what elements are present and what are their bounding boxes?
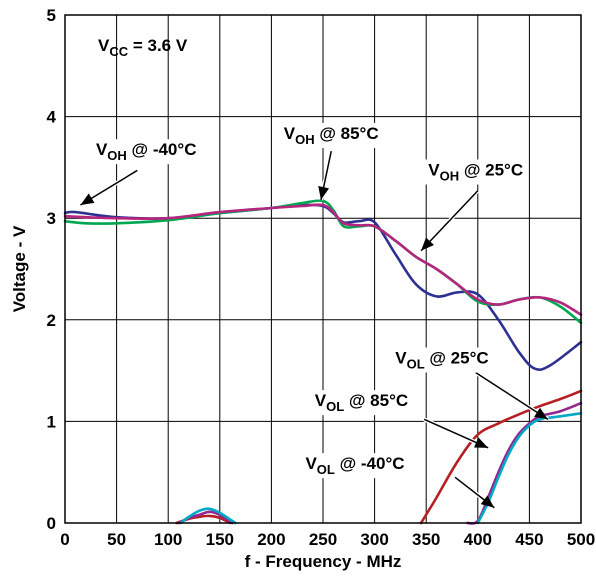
x-tick-label: 450 (515, 530, 543, 549)
annotation-label-bg (392, 347, 492, 373)
y-tick-label: 0 (47, 514, 56, 533)
series-line (476, 412, 583, 525)
y-tick-label: 2 (47, 311, 56, 330)
annotation-arrow-head (421, 237, 434, 251)
x-tick-label: 250 (309, 530, 337, 549)
annotation: VOH @ -40°C (79, 139, 200, 207)
annotation: VOH @ 85°C (280, 122, 382, 201)
annotation-arrow-head (318, 186, 330, 200)
x-tick-labels: 0 50 100 150 200 250 300 350 400 450 500 (60, 530, 595, 549)
series-line (63, 203, 583, 316)
annotation-arrow-head (80, 193, 95, 205)
annotation: VOL @ 85°C (311, 390, 489, 450)
annotation-label-bg (425, 159, 527, 185)
annotation-label: VOL @ -40°C (305, 454, 404, 477)
annotation-arrow-line (475, 372, 549, 420)
annotation-arrow-line (420, 190, 479, 252)
plot-frame (64, 14, 582, 524)
annotation-label: VOH @ 85°C (284, 124, 379, 147)
x-tick-label: 0 (60, 530, 69, 549)
y-tick-label: 4 (47, 108, 57, 127)
annotation-arrow-head (480, 495, 495, 508)
annotations: VOH @ -40°C VOH @ 85°C VOH @ 25°C VOL @ 25°… (79, 122, 550, 510)
y-tick-label: 1 (47, 412, 56, 431)
annotation-arrow-head (534, 407, 548, 420)
x-tick-label: 300 (360, 530, 388, 549)
grid-lines (64, 14, 582, 524)
x-tick-label: 150 (206, 530, 234, 549)
y-tick-label: 3 (47, 209, 56, 228)
series-lines (63, 199, 583, 525)
annotation-label: VOH @ 25°C (428, 161, 523, 184)
y-tick-label: 5 (47, 6, 56, 25)
annotation-label: VOL @ 25°C (395, 348, 488, 371)
annotation-arrow-head (474, 437, 489, 448)
annotation-label-bg (92, 139, 200, 165)
x-tick-label: 100 (154, 530, 182, 549)
y-tick-labels: 0 1 2 3 4 5 (47, 6, 57, 533)
annotation-label-bg (302, 453, 408, 479)
y-axis-title: Voltage - V (10, 225, 29, 312)
annotation-label: VOL @ 85°C (315, 391, 408, 414)
x-tick-label: 500 (567, 530, 595, 549)
annotation: VOH @ 25°C (419, 159, 527, 253)
annotation-label: VOH @ -40°C (96, 140, 197, 163)
x-tick-label: 400 (464, 530, 492, 549)
x-tick-label: 350 (412, 530, 440, 549)
vcc-condition-label: VCC = 3.6 V (98, 36, 188, 59)
annotation: VOL @ 25°C (392, 347, 550, 422)
series-line (179, 507, 237, 525)
x-axis-title: f - Frequency - MHz (245, 552, 402, 571)
x-tick-label: 50 (107, 530, 126, 549)
annotation-label-bg (280, 122, 382, 148)
x-tick-label: 200 (257, 530, 285, 549)
annotation: VOL @ -40°C (302, 453, 496, 510)
series-line (419, 389, 583, 525)
annotation-label-bg (311, 390, 412, 416)
